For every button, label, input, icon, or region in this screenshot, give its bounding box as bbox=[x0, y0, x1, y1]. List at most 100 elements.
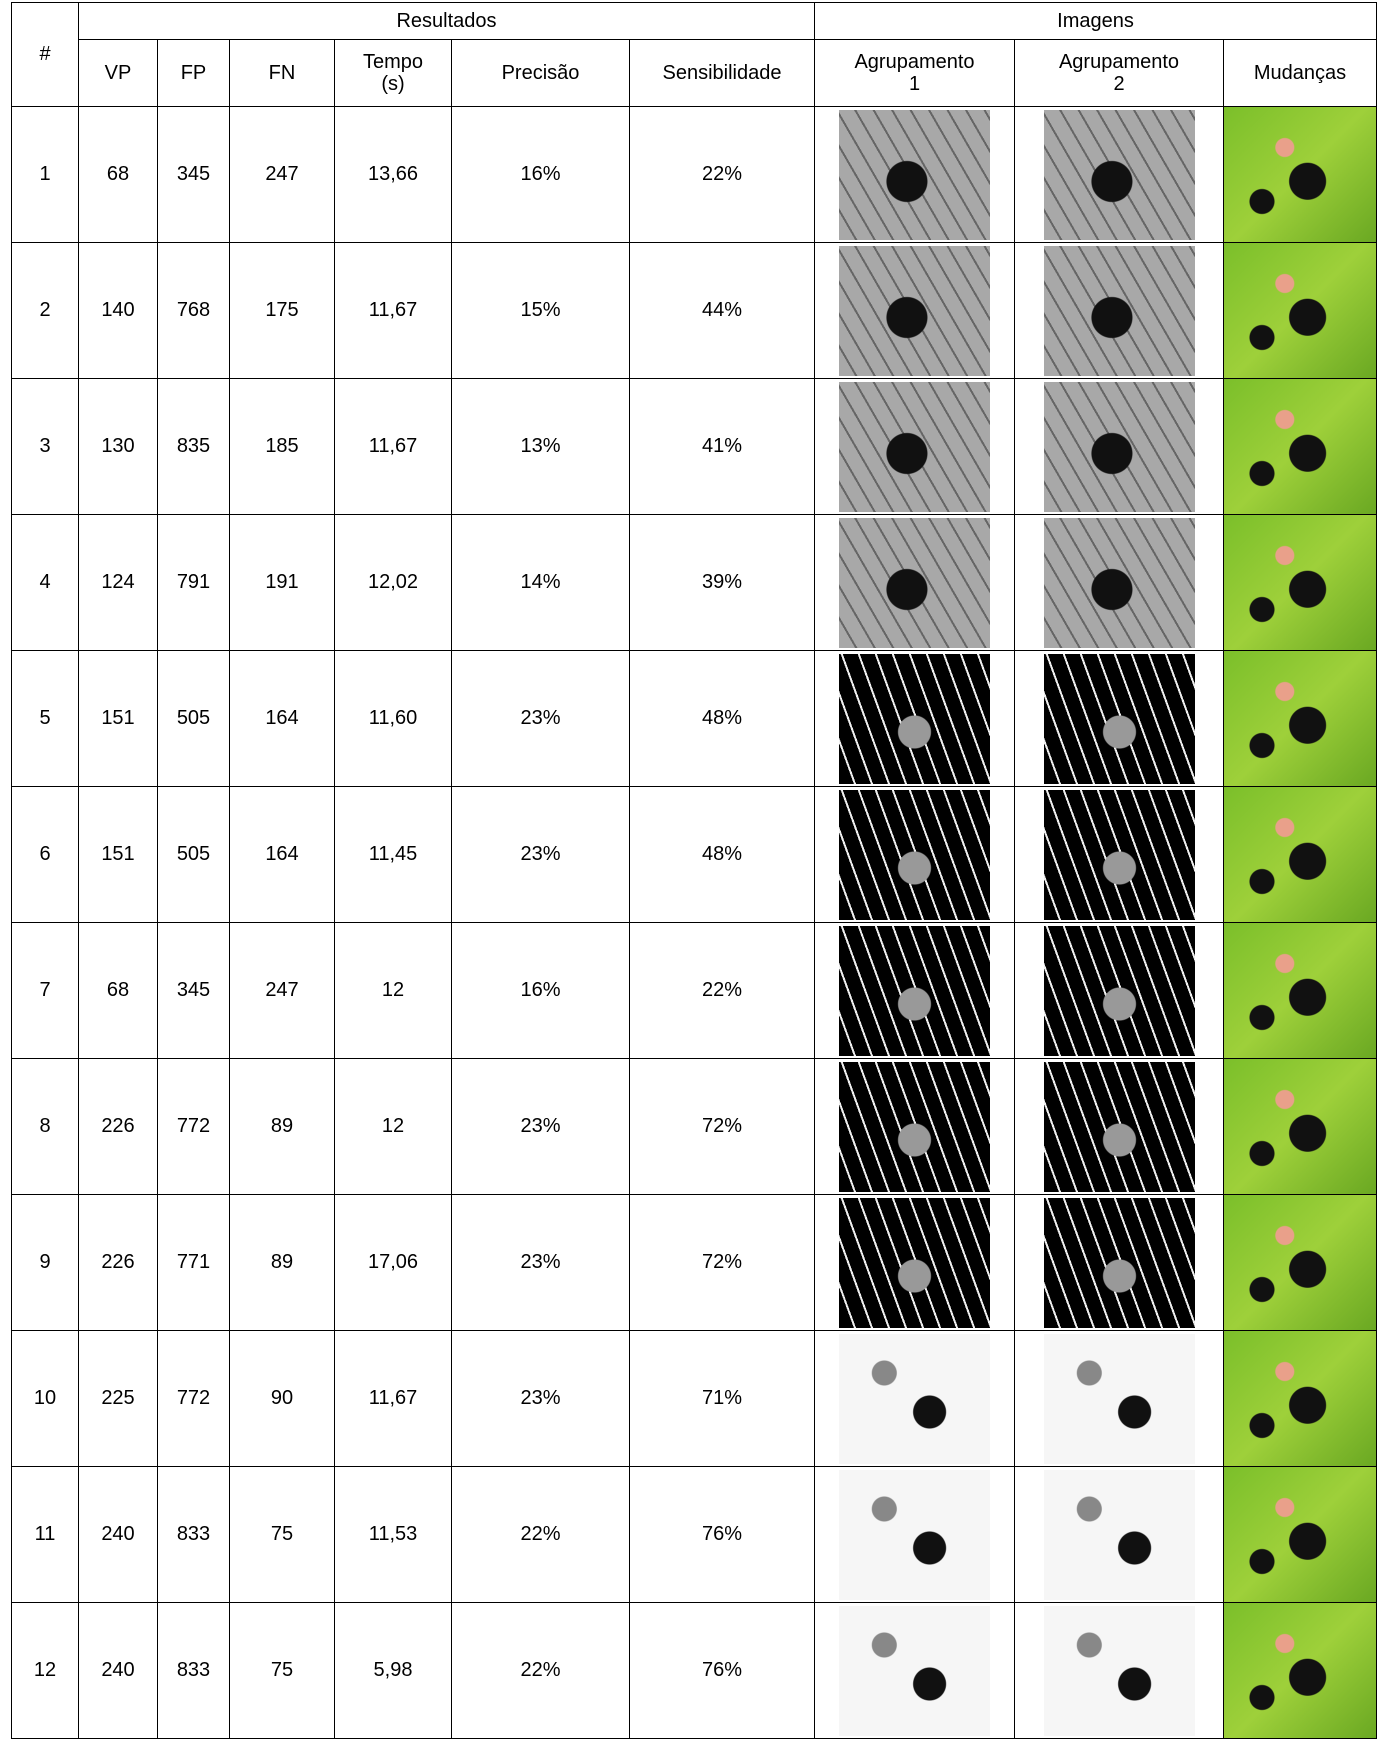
image-cell bbox=[815, 107, 1015, 243]
image-cell bbox=[1224, 1195, 1377, 1331]
image-cell bbox=[1224, 1059, 1377, 1195]
table-cell: 191 bbox=[230, 515, 335, 651]
cluster-image bbox=[1044, 382, 1195, 512]
column-header: Agrupamento 2 bbox=[1015, 40, 1224, 107]
table-cell: 151 bbox=[79, 787, 158, 923]
table-cell: 7 bbox=[12, 923, 79, 1059]
table-cell: 11,60 bbox=[335, 651, 452, 787]
cluster-image bbox=[839, 246, 990, 376]
table-cell: 771 bbox=[158, 1195, 230, 1331]
table-cell: 835 bbox=[158, 379, 230, 515]
table-cell: 10 bbox=[12, 1331, 79, 1467]
cluster-image bbox=[839, 1470, 990, 1600]
column-header-text: Sensibilidade bbox=[663, 62, 782, 84]
table-cell: 89 bbox=[230, 1195, 335, 1331]
table-cell: 505 bbox=[158, 787, 230, 923]
cluster-image bbox=[839, 654, 990, 784]
table-cell: 5 bbox=[12, 651, 79, 787]
table-cell: 345 bbox=[158, 923, 230, 1059]
change-image bbox=[1224, 1331, 1376, 1466]
column-header-text: Mudanças bbox=[1254, 62, 1346, 84]
table-cell: 772 bbox=[158, 1331, 230, 1467]
cluster-image bbox=[1044, 926, 1195, 1056]
cluster-image bbox=[1044, 518, 1195, 648]
table-cell: 11,67 bbox=[335, 243, 452, 379]
cluster-image bbox=[839, 1062, 990, 1192]
table-cell: 11 bbox=[12, 1467, 79, 1603]
cluster-image bbox=[839, 790, 990, 920]
table-cell: 75 bbox=[230, 1467, 335, 1603]
cluster-image bbox=[839, 1198, 990, 1328]
image-cell bbox=[815, 1467, 1015, 1603]
table-cell: 71% bbox=[630, 1331, 815, 1467]
table-cell: 505 bbox=[158, 651, 230, 787]
change-image bbox=[1224, 515, 1376, 650]
image-cell bbox=[1015, 1331, 1224, 1467]
image-cell bbox=[1015, 515, 1224, 651]
image-cell bbox=[1015, 243, 1224, 379]
cluster-image bbox=[839, 1334, 990, 1464]
image-cell bbox=[1224, 379, 1377, 515]
table-cell: 11,45 bbox=[335, 787, 452, 923]
table-cell: 76% bbox=[630, 1467, 815, 1603]
table-cell: 3 bbox=[12, 379, 79, 515]
change-image bbox=[1224, 651, 1376, 786]
table-cell: 8 bbox=[12, 1059, 79, 1195]
group-header: Imagens bbox=[815, 3, 1377, 40]
table-cell: 2 bbox=[12, 243, 79, 379]
table-cell: 833 bbox=[158, 1467, 230, 1603]
table-cell: 768 bbox=[158, 243, 230, 379]
column-header-text: Agrupamento 2 bbox=[1054, 51, 1184, 95]
image-cell bbox=[1015, 651, 1224, 787]
image-cell bbox=[1224, 787, 1377, 923]
image-cell bbox=[1015, 1467, 1224, 1603]
column-header: Agrupamento 1 bbox=[815, 40, 1015, 107]
table-cell: 13% bbox=[452, 379, 630, 515]
change-image bbox=[1224, 243, 1376, 378]
column-header: VP bbox=[79, 40, 158, 107]
table-cell: 151 bbox=[79, 651, 158, 787]
image-cell bbox=[815, 1331, 1015, 1467]
change-image bbox=[1224, 379, 1376, 514]
table-cell: 164 bbox=[230, 651, 335, 787]
change-image bbox=[1224, 1603, 1376, 1738]
image-cell bbox=[815, 651, 1015, 787]
table-cell: 772 bbox=[158, 1059, 230, 1195]
cluster-image bbox=[1044, 790, 1195, 920]
column-header: Tempo (s) bbox=[335, 40, 452, 107]
change-image bbox=[1224, 1467, 1376, 1602]
cluster-image bbox=[1044, 1606, 1195, 1736]
corner-header: # bbox=[12, 3, 79, 107]
image-cell bbox=[1015, 1059, 1224, 1195]
column-header-text: Precisão bbox=[502, 62, 580, 84]
table-cell: 23% bbox=[452, 787, 630, 923]
column-header: FN bbox=[230, 40, 335, 107]
image-cell bbox=[1224, 1603, 1377, 1739]
column-header: Mudanças bbox=[1224, 40, 1377, 107]
table-cell: 16% bbox=[452, 923, 630, 1059]
column-header-text: Agrupamento 1 bbox=[850, 51, 980, 95]
table-cell: 13,66 bbox=[335, 107, 452, 243]
table-cell: 68 bbox=[79, 923, 158, 1059]
image-cell bbox=[815, 515, 1015, 651]
table-cell: 175 bbox=[230, 243, 335, 379]
image-cell bbox=[1224, 1467, 1377, 1603]
column-header: Sensibilidade bbox=[630, 40, 815, 107]
table-cell: 247 bbox=[230, 107, 335, 243]
table-cell: 22% bbox=[630, 107, 815, 243]
table-cell: 140 bbox=[79, 243, 158, 379]
table-cell: 23% bbox=[452, 651, 630, 787]
table-cell: 17,06 bbox=[335, 1195, 452, 1331]
table-cell: 14% bbox=[452, 515, 630, 651]
image-cell bbox=[1224, 243, 1377, 379]
image-cell bbox=[1224, 107, 1377, 243]
change-image bbox=[1224, 787, 1376, 922]
